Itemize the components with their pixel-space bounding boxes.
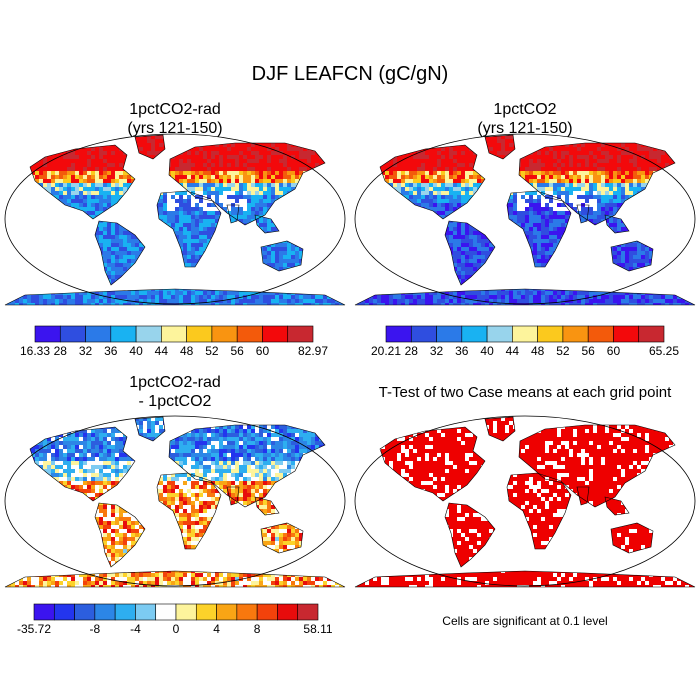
colorbar-swatch xyxy=(436,325,463,343)
colorbar-swatch xyxy=(613,325,640,343)
colorbar-tick-label: -4 xyxy=(130,622,141,636)
colorbar-tick-label: 20.21 xyxy=(371,344,401,358)
map-panel-top-right xyxy=(354,133,696,306)
colorbar-swatch xyxy=(410,325,437,343)
map-panel-bottom-right xyxy=(354,415,696,588)
colorbar-tick-label: 52 xyxy=(556,344,570,358)
panel-title-line2: (yrs 121-150) xyxy=(477,120,573,137)
colorbar-tick-label: 82.97 xyxy=(298,344,328,358)
panel-title-line2: - 1pctCO2 xyxy=(138,393,212,410)
colorbar-tick-label: 44 xyxy=(506,344,520,358)
colorbar-top-left: 16.33 28 32 36 40 44 48 52 56 60 82.97 xyxy=(20,325,328,358)
panel-title-line1: 1pctCO2-rad xyxy=(129,101,221,118)
colorbar-swatch xyxy=(161,325,187,343)
colorbar-swatch xyxy=(74,603,96,621)
panel-title-line1: 1pctCO2 xyxy=(493,101,557,118)
panel-title-bottom-right: T-Test of two Case means at each grid po… xyxy=(378,384,672,401)
colorbar-tick-label: 60 xyxy=(607,344,621,358)
colorbar-tick-label: 40 xyxy=(480,344,494,358)
colorbar-tick-label: 32 xyxy=(79,344,93,358)
colorbar-swatch xyxy=(110,325,137,343)
colorbar-tick-label: 65.25 xyxy=(649,344,679,358)
colorbar-tick-label: 36 xyxy=(455,344,469,358)
colorbar-tick-label: 36 xyxy=(104,344,118,358)
colorbar-swatch xyxy=(155,603,177,621)
panel-title-line1: 1pctCO2-rad xyxy=(129,374,221,391)
colorbar-swatch xyxy=(236,325,263,343)
colorbar-swatch xyxy=(94,603,116,621)
colorbar-swatch xyxy=(33,603,55,621)
colorbar-swatch xyxy=(256,603,278,621)
colorbar-swatch xyxy=(638,325,665,343)
colorbar-tick-label: -35.72 xyxy=(17,622,51,636)
colorbar-swatch xyxy=(277,603,299,621)
colorbar-swatch xyxy=(114,603,136,621)
colorbar-swatch xyxy=(216,603,238,621)
colorbar-tick-label: 16.33 xyxy=(20,344,50,358)
colorbar-swatch xyxy=(211,325,238,343)
colorbar-tick-label: 48 xyxy=(531,344,545,358)
colorbar-tick-label: 32 xyxy=(430,344,444,358)
colorbar-tick-label: 52 xyxy=(205,344,219,358)
panel-title-line2: (yrs 121-150) xyxy=(127,120,223,137)
significance-note: Cells are significant at 0.1 level xyxy=(442,614,608,628)
colorbar-tick-label: -8 xyxy=(90,622,101,636)
colorbar-tick-label: 44 xyxy=(155,344,169,358)
colorbar-swatch xyxy=(85,325,112,343)
colorbar-swatch xyxy=(236,603,258,621)
colorbar-tick-label: 28 xyxy=(54,344,68,358)
colorbar-tick-label: 40 xyxy=(129,344,143,358)
colorbar-swatch xyxy=(512,325,538,343)
colorbar-tick-label: 60 xyxy=(256,344,270,358)
panel-title-top-right: 1pctCO2 (yrs 121-150) xyxy=(355,100,695,138)
colorbar-swatch xyxy=(186,325,213,343)
colorbar-top-right: 20.21 28 32 36 40 44 48 52 56 60 65.25 xyxy=(371,325,679,358)
colorbar-tick-label: 56 xyxy=(231,344,245,358)
colorbar-tick-label: 28 xyxy=(405,344,419,358)
colorbar-tick-label: 56 xyxy=(582,344,596,358)
colorbar-swatch xyxy=(175,603,197,621)
colorbar-tick-label: 48 xyxy=(180,344,194,358)
colorbar-tick-label: 8 xyxy=(254,622,261,636)
map-panel-top-left xyxy=(4,133,346,306)
colorbar-tick-label: 0 xyxy=(173,622,180,636)
colorbar-swatch xyxy=(195,603,217,621)
colorbar-swatch xyxy=(562,325,589,343)
colorbar-bottom-left: -35.72 -8 -4 0 4 8 58.11 xyxy=(17,603,333,636)
panel-title-bottom-left: 1pctCO2-rad - 1pctCO2 xyxy=(5,373,345,411)
colorbar-tick-label: 4 xyxy=(213,622,220,636)
colorbar-swatch xyxy=(461,325,488,343)
colorbar-swatch xyxy=(135,603,157,621)
colorbar-swatch xyxy=(135,325,162,343)
colorbar-swatch xyxy=(385,325,412,343)
colorbar-swatch xyxy=(53,603,75,621)
colorbar-tick-label: 58.11 xyxy=(303,622,332,636)
colorbar-swatch xyxy=(287,325,314,343)
figure-title: DJF LEAFCN (gC/gN) xyxy=(251,63,449,85)
colorbar-swatch xyxy=(34,325,61,343)
colorbar-swatch xyxy=(587,325,614,343)
colorbar-swatch xyxy=(537,325,564,343)
colorbar-swatch xyxy=(486,325,513,343)
map-panel-bottom-left xyxy=(4,415,346,588)
panel-title-top-left: 1pctCO2-rad (yrs 121-150) xyxy=(5,100,345,138)
colorbar-swatch xyxy=(297,603,319,621)
colorbar-swatch xyxy=(262,325,289,343)
colorbar-swatch xyxy=(59,325,86,343)
